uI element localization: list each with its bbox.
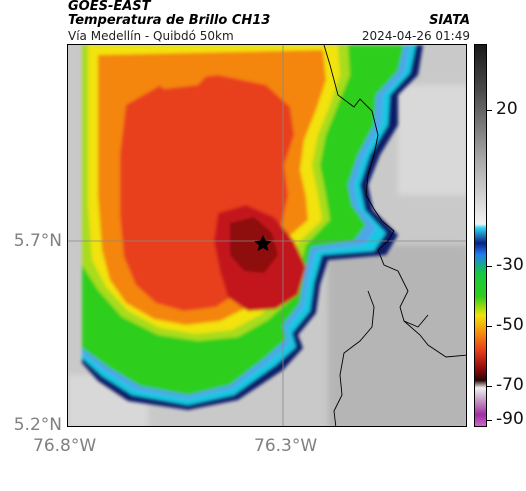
lon-tick-768: 76.8°W	[33, 436, 97, 456]
lon-tick-763: 76.3°W	[254, 436, 318, 456]
brightness-temperature-map	[67, 44, 467, 427]
timestamp: 2024-04-26 01:49	[361, 29, 470, 43]
product-title: Temperatura de Brillo CH13	[68, 13, 271, 28]
land-shade-ne	[398, 85, 466, 195]
star-icon	[254, 235, 272, 251]
colorbar-label-neg90: -90	[496, 409, 524, 429]
route-subtitle: Vía Medellín - Quibdó 50km	[68, 29, 234, 43]
lat-tick-57: 5.7°N	[13, 231, 62, 251]
cloud-orange-north	[138, 57, 218, 89]
land-shade	[328, 245, 466, 426]
boundary-south	[333, 290, 375, 426]
colorbar-label-20: 20	[496, 99, 518, 119]
colorbar-tick-mark	[486, 326, 492, 327]
lat-tick-52: 5.2°N	[13, 415, 62, 435]
map-canvas	[68, 45, 466, 426]
boundary-east	[403, 320, 466, 358]
colorbar-label-neg50: -50	[496, 315, 524, 335]
colorbar	[474, 44, 487, 427]
org-label: SIATA	[429, 13, 470, 28]
colorbar-tick-mark	[486, 110, 492, 111]
colorbar-tick-mark	[486, 266, 492, 267]
colorbar-tick-mark	[486, 420, 492, 421]
cloud-core-dark	[230, 217, 278, 273]
satellite-title: GOES-EAST	[68, 0, 151, 14]
colorbar-label-neg70: -70	[496, 375, 524, 395]
colorbar-tick-mark	[486, 386, 492, 387]
colorbar-label-neg30: -30	[496, 255, 524, 275]
colorbar-gradient	[475, 45, 486, 426]
department-boundary	[323, 45, 429, 328]
